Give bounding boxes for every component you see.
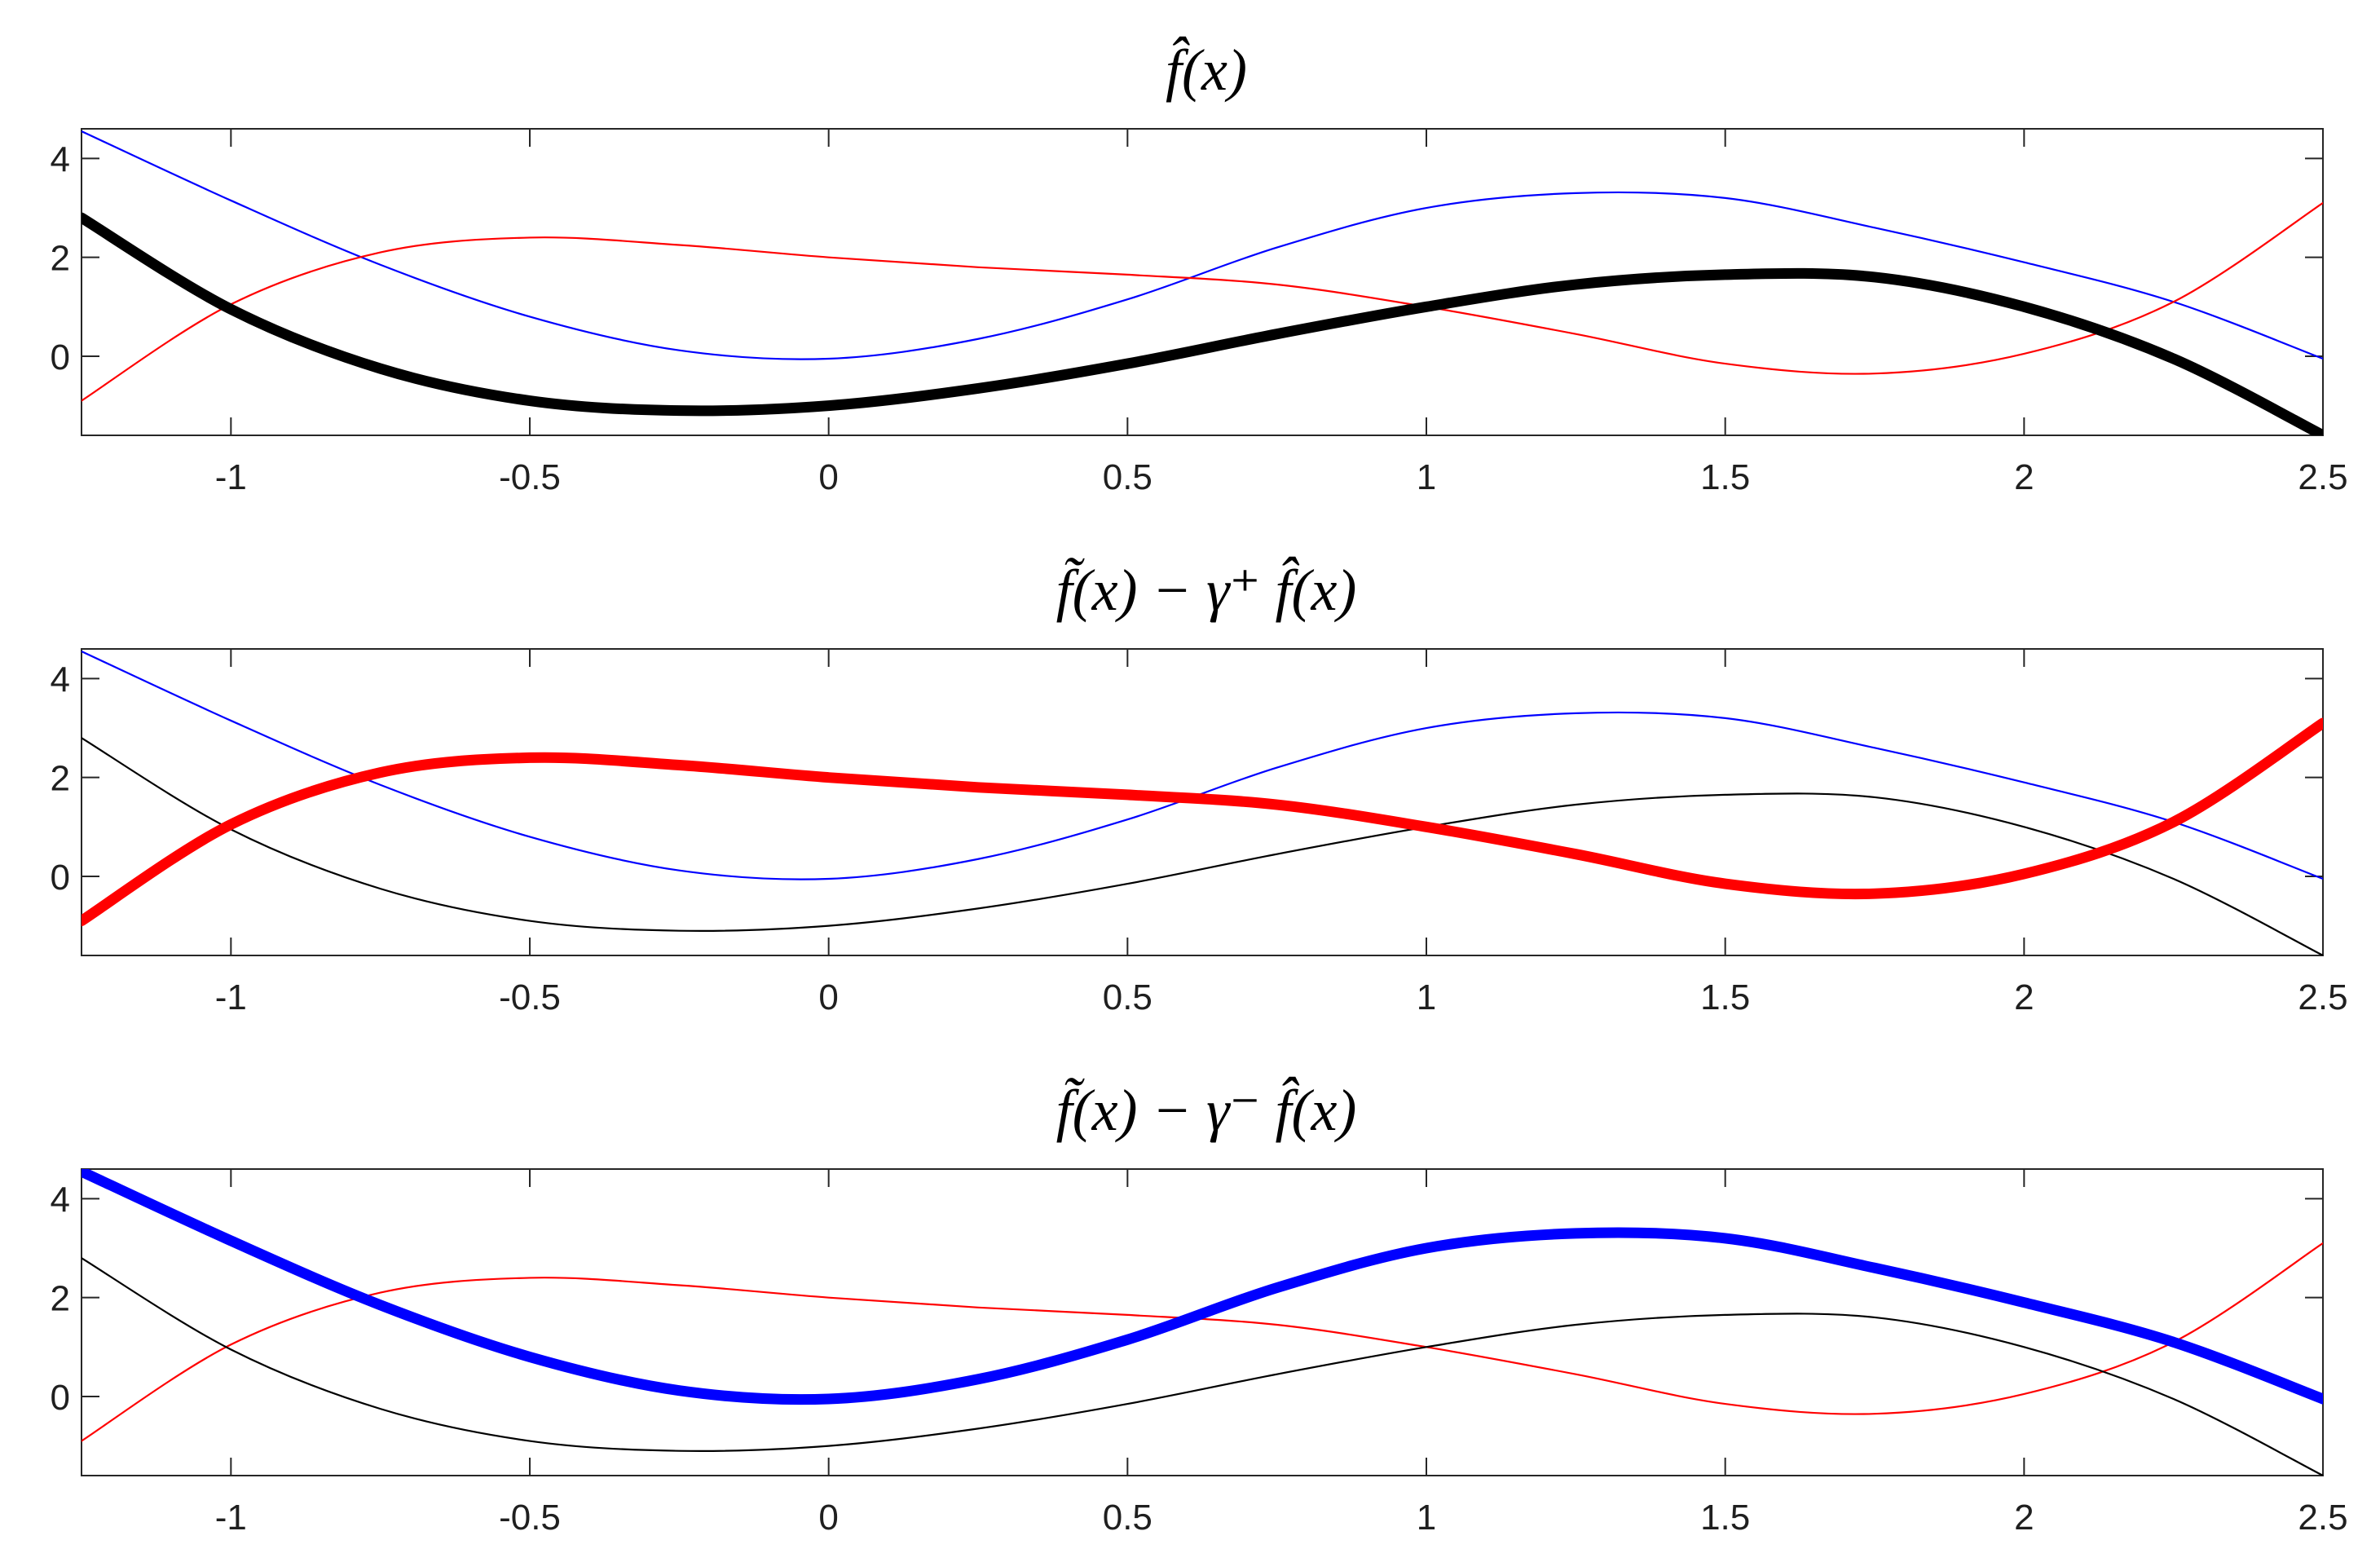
y-tick-label: 0 [51, 1378, 70, 1418]
x-tick-label: 0.5 [1103, 977, 1153, 1017]
x-tick-label: 1 [1417, 457, 1436, 497]
x-tick-label: 1.5 [1700, 1498, 1750, 1538]
y-tick-label: 4 [51, 1180, 70, 1220]
subplot-1: f̂(x) -1 -0.5 0 0.5 1 1.5 2 2.5 0 2 4 [51, 37, 2348, 497]
x-tick-label: 0.5 [1103, 1498, 1153, 1538]
x-tick-label: 2 [2014, 977, 2034, 1017]
x-tick-label: -1 [215, 457, 247, 497]
x-tick-label: 2.5 [2298, 1498, 2347, 1538]
x-tick-label: 2.5 [2298, 457, 2347, 497]
x-tick-label: 0 [818, 1498, 838, 1538]
x-tick-label: -1 [215, 977, 247, 1017]
highlight-series-line [82, 717, 2323, 927]
y-tick-label: 0 [51, 338, 70, 377]
subplot-1-lines [82, 130, 2323, 435]
subplot-3-labels: -1 -0.5 0 0.5 1 1.5 2 2.5 0 2 4 [51, 1180, 2348, 1538]
subplot-1-ticks [82, 129, 2324, 435]
highlight-series-line [82, 212, 2323, 435]
subplot-2-labels: -1 -0.5 0 0.5 1 1.5 2 2.5 0 2 4 [51, 660, 2348, 1017]
highlight-series-line [82, 1169, 2323, 1405]
x-tick-label: 0 [818, 457, 838, 497]
series-line [82, 130, 2323, 360]
subplot-2-lines [82, 650, 2323, 955]
subplot-2-ticks [82, 649, 2324, 955]
y-tick-label: 4 [51, 660, 70, 699]
x-tick-label: -0.5 [499, 1498, 561, 1538]
series-line [82, 201, 2323, 402]
x-tick-label: 0 [818, 977, 838, 1017]
x-tick-label: -0.5 [499, 977, 561, 1017]
subplot-3-axes [81, 1168, 2324, 1476]
subplot-3-title: f̃(x) − γ⁻ f̂(x) [1056, 1077, 1357, 1143]
subplot-1-title: f̂(x) [1166, 37, 1247, 103]
x-tick-label: -1 [215, 1498, 247, 1538]
y-tick-label: 2 [51, 759, 70, 799]
subplot-2: f̃(x) − γ⁺ f̂(x) -1 -0.5 0 0.5 1 1.5 2 2.5 0 2 4 [51, 557, 2348, 1017]
subplot-1-axes [81, 128, 2324, 436]
x-tick-label: 2 [2014, 457, 2034, 497]
y-tick-label: 2 [51, 239, 70, 279]
x-tick-label: -0.5 [499, 457, 561, 497]
x-tick-label: 1 [1417, 1498, 1436, 1538]
x-tick-label: 1.5 [1700, 977, 1750, 1017]
x-tick-label: 2.5 [2298, 977, 2347, 1017]
y-tick-label: 0 [51, 858, 70, 898]
series-line [82, 737, 2323, 955]
y-tick-label: 2 [51, 1279, 70, 1319]
subplot-1-labels: -1 -0.5 0 0.5 1 1.5 2 2.5 0 2 4 [51, 139, 2348, 497]
x-tick-label: 1 [1417, 977, 1436, 1017]
y-tick-label: 4 [51, 139, 70, 179]
series-line [82, 1257, 2323, 1476]
subplot-2-title: f̃(x) − γ⁺ f̂(x) [1056, 557, 1357, 623]
subplot-3-lines [82, 1169, 2323, 1476]
x-tick-label: 2 [2014, 1498, 2034, 1538]
subplot-3: f̃(x) − γ⁻ f̂(x) -1 -0.5 0 0.5 1 1.5 2 2.5 0 2 4 [51, 1077, 2348, 1538]
x-tick-label: 1.5 [1700, 457, 1750, 497]
x-tick-label: 0.5 [1103, 457, 1153, 497]
